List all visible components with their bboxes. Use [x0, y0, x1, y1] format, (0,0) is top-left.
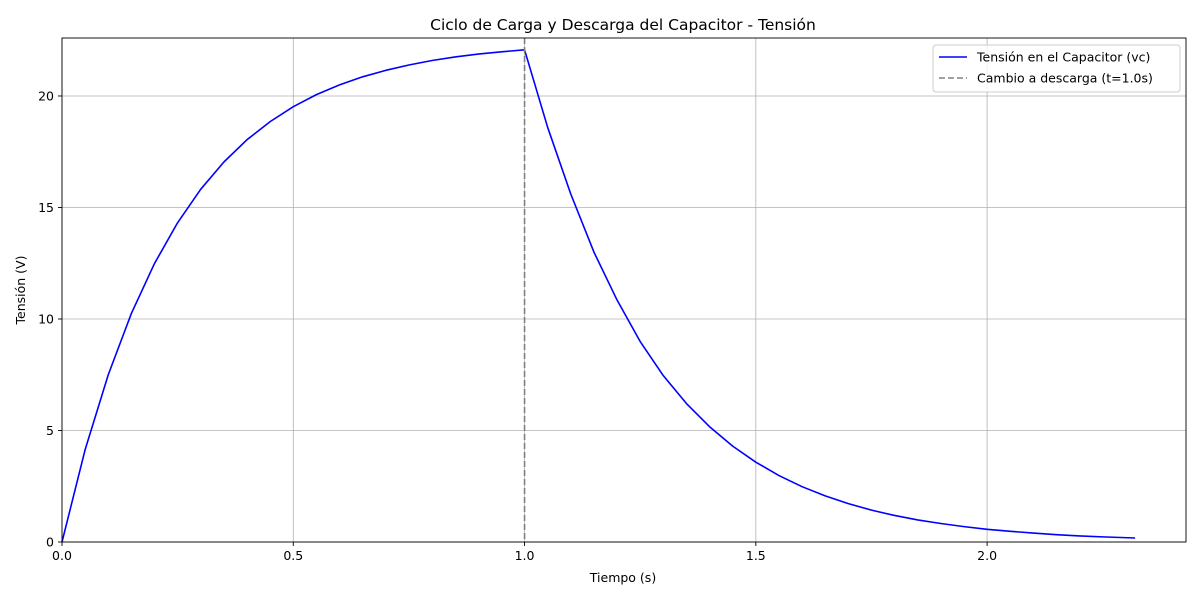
y-tick-label: 20: [38, 88, 54, 103]
plot-layer: [61, 38, 1136, 543]
x-tick-label: 1.0: [515, 548, 535, 563]
series-line: [61, 49, 1136, 543]
y-tick-label: 0: [46, 535, 54, 550]
y-tick-label: 5: [46, 423, 54, 438]
y-tick-label: 10: [38, 311, 54, 326]
x-tick-label: 0.0: [52, 548, 72, 563]
x-axis-label: Tiempo (s): [589, 570, 656, 585]
y-tick-label: 15: [38, 200, 54, 215]
chart-title: Ciclo de Carga y Descarga del Capacitor …: [430, 16, 816, 34]
legend-label: Tensión en el Capacitor (vc): [976, 50, 1150, 65]
grid-layer: [61, 38, 1186, 543]
x-tick-label: 0.5: [283, 548, 303, 563]
x-tick-label: 2.0: [977, 548, 997, 563]
y-axis-label: Tensión (V): [13, 256, 28, 326]
legend-box: [932, 44, 1181, 93]
axes-layer: 0.0 0.5 1.0 1.5 2.0 0 5 10 15 20: [38, 37, 1187, 563]
legend: Tensión en el Capacitor (vc) Cambio a des…: [932, 44, 1181, 93]
x-tick-label: 1.5: [746, 548, 766, 563]
legend-label: Cambio a descarga (t=1.0s): [977, 71, 1153, 86]
plot-frame: [61, 37, 1187, 543]
